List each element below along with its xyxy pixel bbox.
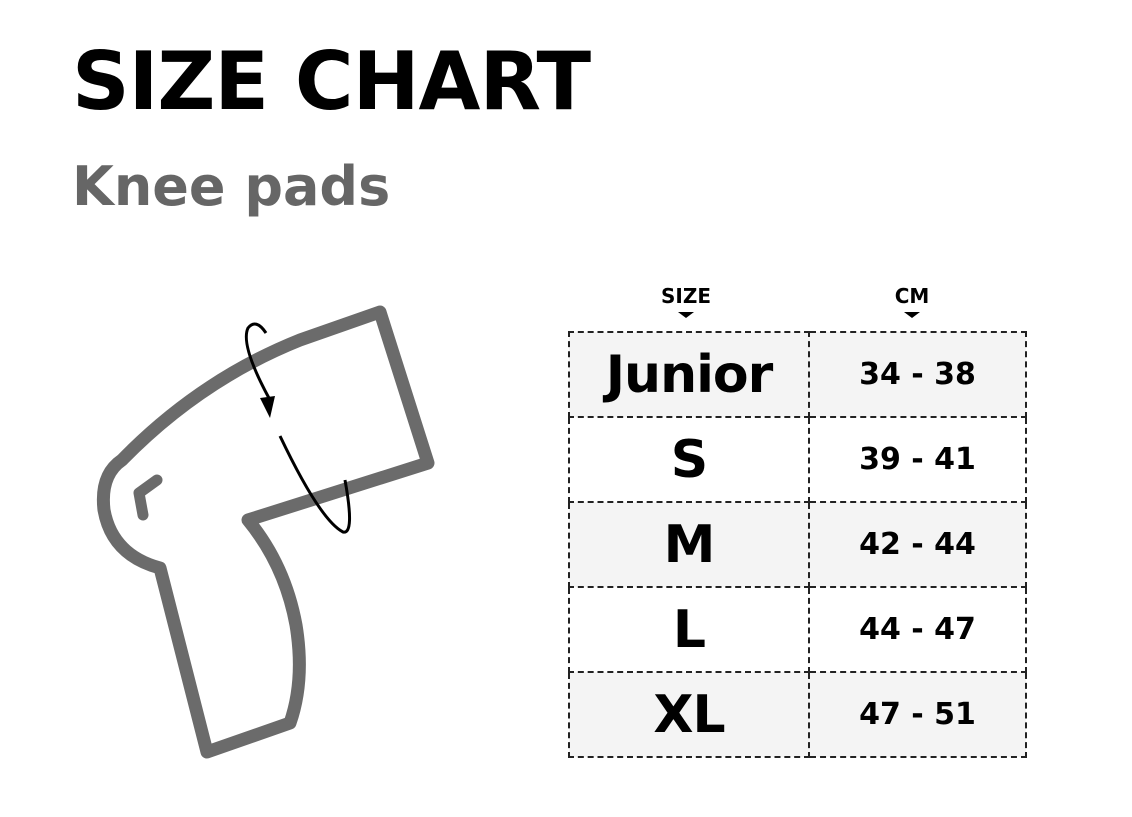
- cm-cell: 47 - 51: [808, 671, 1027, 758]
- column-header-cm: CM: [852, 284, 972, 318]
- table-row: XL 47 - 51: [568, 671, 1027, 758]
- table-row: M 42 - 44: [568, 501, 1027, 588]
- size-table: Junior 34 - 38 S 39 - 41 M 42 - 44 L 44 …: [568, 331, 1027, 758]
- column-header-size: SIZE: [626, 284, 746, 318]
- table-row: L 44 - 47: [568, 586, 1027, 673]
- size-cell: Junior: [568, 331, 810, 418]
- triangle-down-icon: [678, 312, 694, 318]
- cm-cell: 34 - 38: [808, 331, 1027, 418]
- size-header-label: SIZE: [660, 284, 711, 308]
- cm-cell: 44 - 47: [808, 586, 1027, 673]
- kneecap-mark: [133, 474, 163, 521]
- size-cell: XL: [568, 671, 810, 758]
- arrow-head-icon: [260, 396, 275, 418]
- page-title: SIZE CHART: [72, 35, 591, 128]
- table-row: Junior 34 - 38: [568, 331, 1027, 418]
- page-subtitle: Knee pads: [72, 155, 391, 218]
- knee-measurement-icon: [96, 305, 435, 759]
- triangle-down-icon: [904, 312, 920, 318]
- measure-arrow-bottom: [278, 435, 351, 534]
- cm-cell: 42 - 44: [808, 501, 1027, 588]
- table-row: S 39 - 41: [568, 416, 1027, 503]
- size-cell: M: [568, 501, 810, 588]
- knee-outline: [96, 305, 435, 759]
- cm-cell: 39 - 41: [808, 416, 1027, 503]
- size-cell: L: [568, 586, 810, 673]
- size-cell: S: [568, 416, 810, 503]
- cm-header-label: CM: [894, 284, 930, 308]
- measure-arrow-top: [244, 322, 272, 401]
